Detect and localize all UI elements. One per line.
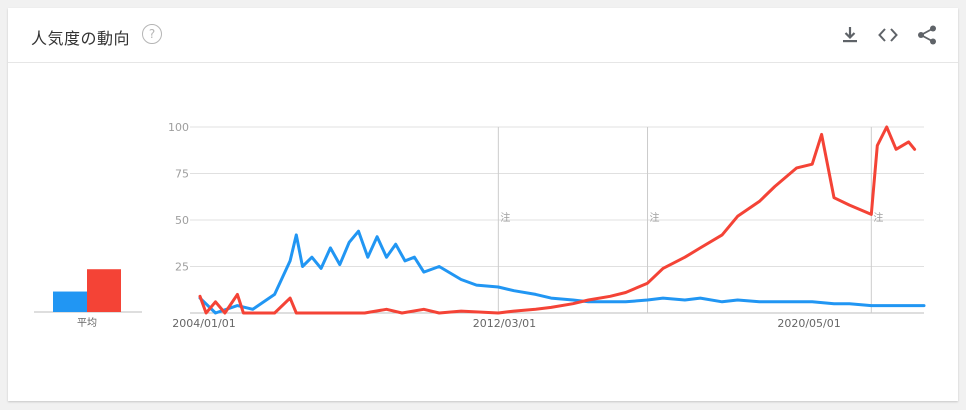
annotation-marker: 注 (650, 211, 660, 224)
x-tick-label: 2012/03/01 (473, 317, 536, 330)
card-header: 人気度の動向 ? (8, 8, 958, 63)
annotation-marker: 注 (873, 211, 883, 224)
series-line-2 (198, 125, 917, 315)
y-tick-label: 75 (175, 168, 189, 181)
annotation-marker: 注 (500, 211, 510, 224)
series-line-1 (198, 229, 926, 315)
average-label: 平均 (77, 317, 97, 329)
y-tick-label: 50 (175, 214, 189, 227)
embed-code-icon[interactable] (877, 24, 899, 46)
x-tick-label: 2020/05/01 (777, 317, 840, 330)
trend-card: 人気度の動向 ? 25 50 75 100 注 注 注 2004/01/01 2012/03/0… (8, 8, 958, 401)
card-title: 人気度の動向 (31, 29, 131, 48)
x-tick-label: 2004/01/01 (172, 317, 235, 330)
y-tick-label: 100 (168, 121, 189, 134)
download-icon[interactable] (839, 24, 861, 46)
y-tick-label: 25 (175, 261, 189, 274)
average-bar-1 (53, 291, 87, 312)
average-bar-2 (87, 269, 121, 312)
help-icon[interactable]: ? (142, 24, 162, 44)
trend-chart: 25 50 75 100 注 注 注 2004/01/01 2012/03/01 2020/05/… (34, 121, 926, 330)
share-icon[interactable] (916, 24, 938, 46)
